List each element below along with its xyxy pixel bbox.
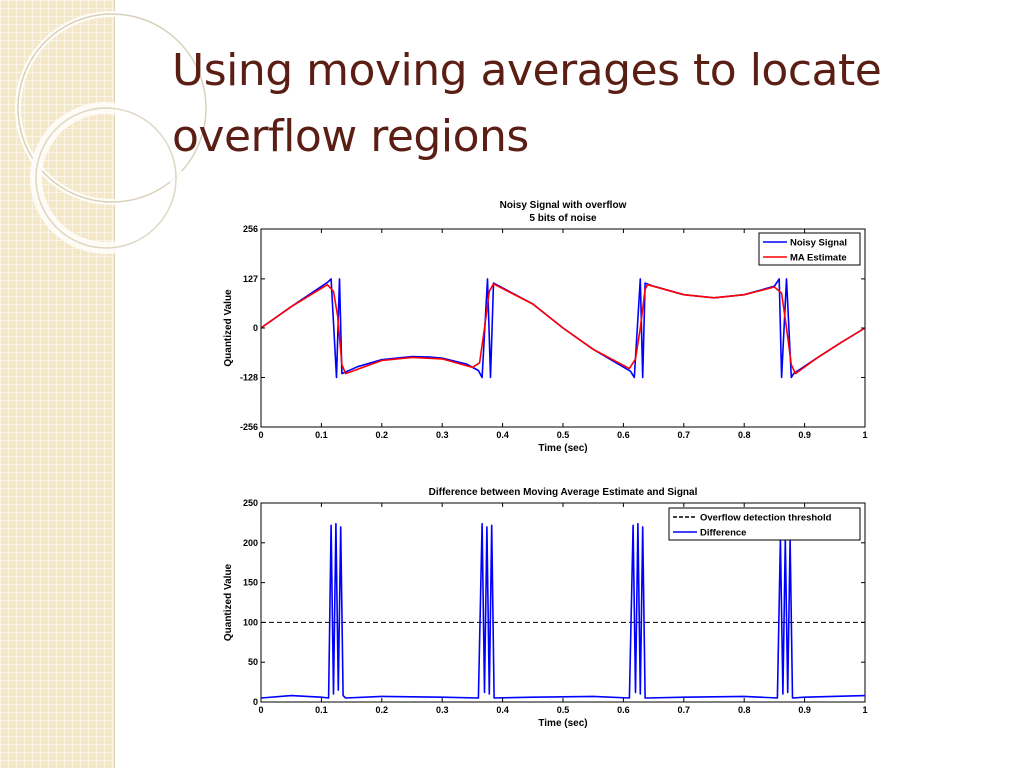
- slide-title-line-2: overflow regions: [172, 111, 529, 162]
- chart-1-ylabel: Quantized Value: [223, 289, 234, 367]
- slide-title-line-1: Using moving averages to locate: [172, 45, 882, 96]
- chart-2-xtick-label: 0.3: [436, 705, 449, 715]
- chart-1-xtick-label: 0.2: [376, 430, 389, 440]
- chart-2-xtick-label: 0.6: [617, 705, 630, 715]
- chart-1-ytick-label: -128: [240, 373, 258, 383]
- chart-1-ytick-label: 256: [243, 224, 258, 234]
- decorative-ring-top-outline: [17, 13, 207, 203]
- chart-1-xtick-label: 0.1: [315, 430, 328, 440]
- chart-1-xtick-label: 0.8: [738, 430, 751, 440]
- chart-1-legend-label-2: MA Estimate: [790, 253, 847, 264]
- chart-1-ytick-label: -256: [240, 422, 258, 432]
- chart-2-ytick-label: 250: [243, 498, 258, 508]
- chart-2-xlabel: Time (sec): [538, 718, 587, 729]
- chart-1-subtitle: 5 bits of noise: [529, 213, 597, 224]
- chart-2-title: Difference between Moving Average Estima…: [429, 487, 698, 498]
- chart-2-ytick-label: 0: [253, 697, 258, 707]
- chart-2-ytick-label: 150: [243, 578, 258, 588]
- chart-1-title: Noisy Signal with overflow: [500, 200, 627, 211]
- chart-2-legend-label-1: Overflow detection threshold: [700, 513, 832, 524]
- chart-1-xtick-label: 0.6: [617, 430, 630, 440]
- chart-2-xtick-label: 0.1: [315, 705, 328, 715]
- chart-1-xtick-label: 0.5: [557, 430, 570, 440]
- chart-1-xtick-label: 0.7: [678, 430, 691, 440]
- chart-2-series-2-line: [261, 522, 865, 699]
- chart-1-xtick-label: 0.4: [496, 430, 509, 440]
- chart-1-xtick-label: 0.3: [436, 430, 449, 440]
- slide-title: Using moving averages to locate overflow…: [172, 38, 972, 170]
- chart-2-xtick-label: 0.8: [738, 705, 751, 715]
- chart-2-legend-label-2: Difference: [700, 528, 746, 539]
- chart-2-ytick-label: 200: [243, 538, 258, 548]
- chart-1-xtick-label: 0: [258, 430, 263, 440]
- chart-2-xtick-label: 1: [862, 705, 867, 715]
- chart-2-ylabel: Quantized Value: [223, 563, 234, 641]
- chart-1-legend-label-1: Noisy Signal: [790, 238, 847, 249]
- chart-1-ytick-label: 0: [253, 323, 258, 333]
- chart-1-xlabel: Time (sec): [538, 443, 587, 454]
- chart-1-xtick-label: 0.9: [798, 430, 811, 440]
- chart-2-xtick-label: 0.5: [557, 705, 570, 715]
- chart-2-xtick-label: 0.2: [376, 705, 389, 715]
- chart-2-ytick-label: 50: [248, 657, 258, 667]
- chart-1-legend: [758, 232, 861, 266]
- chart-1-series-2-line: [261, 283, 865, 375]
- decorative-ring-bottom-outline: [35, 107, 177, 249]
- chart-2-xtick-label: 0.9: [798, 705, 811, 715]
- chart-1-xtick-label: 1: [862, 430, 867, 440]
- chart-2-xtick-label: 0.4: [496, 705, 509, 715]
- chart-2-xtick-label: 0.7: [678, 705, 691, 715]
- chart-2-xtick-label: 0: [258, 705, 263, 715]
- chart-2-ytick-label: 100: [243, 617, 258, 627]
- chart-1-ytick-label: 127: [243, 274, 258, 284]
- chart-2-legend: [668, 507, 861, 541]
